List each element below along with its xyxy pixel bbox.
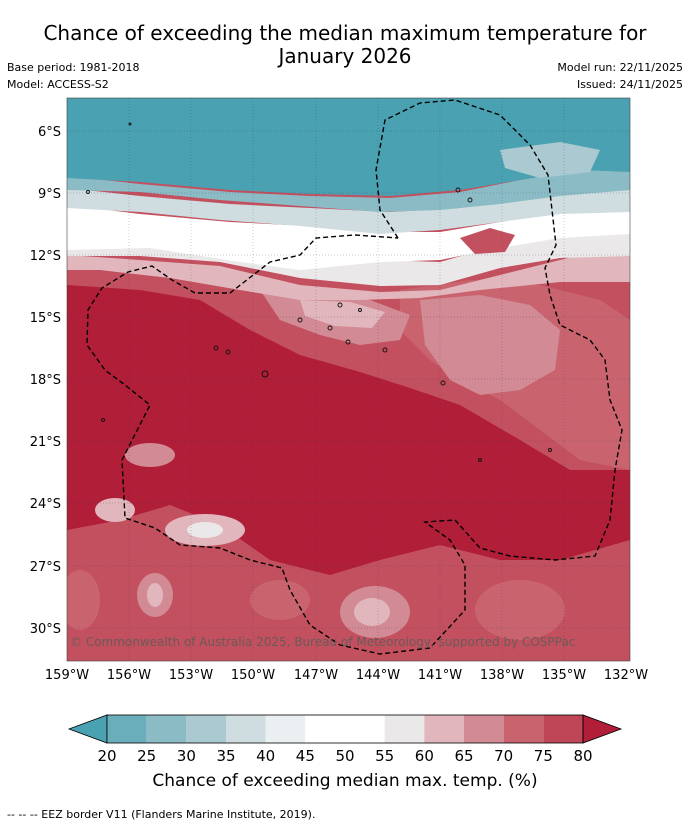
lon-label: 159°W [45, 668, 89, 683]
patch-light-6 [475, 580, 565, 640]
patch-light-1-core [187, 522, 223, 538]
lon-label: 147°W [294, 668, 338, 683]
lat-label: 27°S [30, 560, 61, 575]
region-white-band [67, 205, 630, 270]
lon-label: 132°W [604, 668, 648, 683]
region-pale-patch-northeast [500, 142, 600, 178]
colorbar-segment [384, 715, 425, 743]
region-pink-east [420, 295, 560, 395]
meta-right: Model run: 22/11/2025 Issued: 24/11/2025 [557, 59, 683, 93]
colorbar-tick-label: 55 [375, 747, 394, 765]
colorbar-tick-label: 80 [573, 747, 592, 765]
islands [86, 122, 552, 462]
lon-label: 144°W [356, 668, 400, 683]
lat-label: 12°S [30, 249, 61, 264]
colorbar-extend-high [582, 714, 623, 744]
lon-label: 156°W [107, 668, 151, 683]
colorbar-tick-label: 50 [335, 747, 354, 765]
colorbar-tick-label: 70 [494, 747, 513, 765]
colorbar-tick-label: 30 [177, 747, 196, 765]
region-dark-red-north [67, 290, 260, 400]
region-light-blue-band [67, 170, 630, 212]
lat-label: 30°S [30, 622, 61, 637]
map-frame [66, 97, 631, 662]
colorbar-segment [305, 715, 345, 743]
base-period: Base period: 1981-2018 [7, 61, 140, 74]
lon-label: 135°W [542, 668, 586, 683]
lat-label: 18°S [30, 373, 61, 388]
map-title: Chance of exceeding the median maximum t… [0, 22, 690, 68]
region-light-band [67, 252, 630, 300]
colorbar-tick-label: 40 [256, 747, 275, 765]
colorbar-segment [226, 715, 266, 743]
colorbar-tick-label: 45 [296, 747, 315, 765]
colorbar-segment [345, 715, 385, 743]
colorbar-segment [265, 715, 306, 743]
region-teal-north [67, 98, 630, 196]
colorbar-tick-label: 20 [97, 747, 116, 765]
region-light-pink-central [300, 300, 385, 328]
longitude-labels: 159°W 156°W 153°W 150°W 147°W 144°W 141°… [45, 668, 648, 683]
region-pale-blue-band [67, 186, 630, 234]
model-run: Model run: 22/11/2025 [557, 61, 683, 74]
lon-label: 150°W [231, 668, 275, 683]
lat-label: 6°S [38, 125, 61, 140]
colorbar-segment [424, 715, 464, 743]
colorbar-segment [107, 715, 147, 743]
patch-light-3-core [147, 583, 163, 607]
colorbar: 20 25 30 35 40 45 50 55 60 65 70 75 80 [67, 714, 623, 765]
colorbar-tick-label: 60 [415, 747, 434, 765]
lon-label: 153°W [169, 668, 213, 683]
colorbar-title: Chance of exceeding median max. temp. (%… [152, 771, 538, 791]
colorbar-segment [543, 715, 583, 743]
lat-label: 24°S [30, 497, 61, 512]
model-name: Model: ACCESS-S2 [7, 78, 109, 91]
patch-light-4-core [354, 598, 390, 626]
patch-light-5 [125, 443, 175, 467]
meta-left: Base period: 1981-2018 Model: ACCESS-S2 [7, 59, 139, 93]
title-line-2: January 2026 [278, 44, 412, 68]
colorbar-tick-label: 35 [216, 747, 235, 765]
lat-label: 9°S [38, 187, 61, 202]
title-line-1: Chance of exceeding the median maximum t… [43, 21, 647, 45]
colorbar-border [106, 714, 584, 744]
colorbar-tick-label: 75 [534, 747, 553, 765]
patch-light-7 [67, 570, 100, 630]
colorbar-segment [186, 715, 226, 743]
lat-label: 21°S [30, 435, 61, 450]
colorbar-tick-label: 25 [137, 747, 156, 765]
region-red-patch-north [460, 228, 515, 254]
latitude-labels: 6°S 9°S 12°S 15°S 18°S 21°S 24°S 27°S 30… [30, 125, 61, 637]
colorbar-segment [503, 715, 544, 743]
map-area: © Commonwealth of Australia 2025, Bureau… [67, 98, 630, 661]
lon-label: 138°W [480, 668, 524, 683]
colorbar-segment [146, 715, 187, 743]
lat-label: 15°S [30, 311, 61, 326]
colorbar-tick-label: 65 [454, 747, 473, 765]
colorbar-extend-low [67, 714, 108, 744]
copyright-notice: © Commonwealth of Australia 2025, Bureau… [70, 635, 575, 649]
colorbar-segment [464, 715, 504, 743]
eez-border [86, 99, 623, 655]
eez-legend: -- -- -- EEZ border V11 (Flanders Marine… [7, 808, 316, 821]
lon-label: 141°W [418, 668, 462, 683]
patch-light-8 [250, 580, 310, 620]
issued-date: Issued: 24/11/2025 [576, 78, 683, 91]
